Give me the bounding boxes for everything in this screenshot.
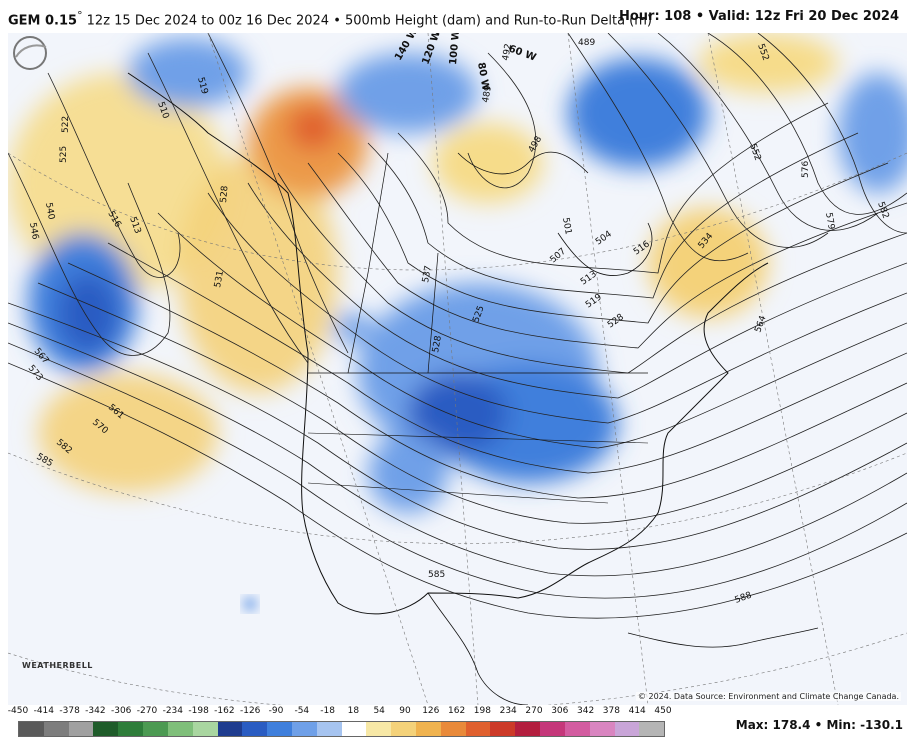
colorbar-cell <box>341 722 367 736</box>
colorbar-cell <box>440 722 466 736</box>
colorbar-tick-label: 198 <box>473 706 491 716</box>
colorbar-cell <box>416 722 441 736</box>
contour-label: 528 <box>431 335 444 354</box>
anomaly-spot <box>243 597 257 611</box>
run-info: 12z 15 Dec 2024 to 00z 16 Dec 2024 • 500… <box>86 13 652 29</box>
weatherbell-logo <box>13 36 47 70</box>
colorbar-cell <box>540 722 565 736</box>
contour-label: 579 <box>823 212 836 231</box>
height-contours <box>8 33 907 619</box>
colorbar-cell <box>192 722 218 736</box>
colorbar-tick-label: 414 <box>628 706 646 716</box>
colorbar-tick-label: 18 <box>347 706 360 716</box>
colorbar-tick-label: 342 <box>577 706 595 716</box>
colorbar-tick-label: -198 <box>188 706 209 716</box>
contour-label: 540 <box>43 202 56 221</box>
colorbar-tick-label: -234 <box>162 706 184 716</box>
graticule <box>8 33 907 705</box>
degree-symbol: ° <box>77 9 83 22</box>
colorbar-tick-label: -126 <box>239 706 261 716</box>
meridian-label: 80 W <box>475 62 491 92</box>
colorbar-cell <box>515 722 541 736</box>
colorbar-cell <box>43 722 69 736</box>
colorbar-tick-label: -414 <box>33 706 55 716</box>
logo-text: WEATHERBELL <box>22 661 93 670</box>
colorbar-cell <box>291 722 317 736</box>
header-bar: GEM 0.15° 12z 15 Dec 2024 to 00z 16 Dec … <box>0 0 913 33</box>
colorbar-cell <box>366 722 392 736</box>
contour-label: 531 <box>213 270 226 289</box>
colorbar-tick-label: 270 <box>525 706 543 716</box>
colorbar-tick-label: 54 <box>373 706 385 716</box>
contour-label: 489 <box>578 38 595 48</box>
copyright-notice: © 2024. Data Source: Environment and Cli… <box>635 692 901 701</box>
meridian-label: 100 W <box>448 33 462 65</box>
colorbar-tick-label: -162 <box>214 706 235 716</box>
colorbar-cell <box>614 722 640 736</box>
colorbar-labels: -450 -414 -378 -342 -306 -270 -234 -198 -162 -126… <box>7 706 672 720</box>
map-canvas: 140 W 120 W 100 W 80 W 60 W 510 519 522 … <box>8 33 907 705</box>
model-name: GEM 0.15 <box>8 13 78 29</box>
contour-label: 522 <box>61 116 71 133</box>
colorbar-cell <box>68 722 94 736</box>
contour-label: 585 <box>428 570 445 580</box>
colorbar-tick-label: -54 <box>294 706 310 716</box>
weather-map: 140 W 120 W 100 W 80 W 60 W 510 519 522 … <box>8 33 907 705</box>
colorbar <box>18 721 665 737</box>
colorbar-tick-label: 306 <box>551 706 569 716</box>
contour-label: 537 <box>421 265 434 284</box>
colorbar-cell <box>143 722 168 736</box>
max-min-stats: Max: 178.4 • Min: -130.1 <box>735 718 903 732</box>
contour-label: 546 <box>27 222 40 241</box>
hour-valid-label: Hour: 108 • Valid: 12z Fri 20 Dec 2024 <box>618 9 899 24</box>
colorbar-tick-label: -378 <box>59 706 80 716</box>
colorbar-tick-label: 234 <box>499 706 517 716</box>
colorbar-cell <box>93 722 119 736</box>
contour-label: 501 <box>560 217 573 236</box>
colorbar-tick-label: 450 <box>654 706 672 716</box>
colorbar-tick-label: -342 <box>85 706 106 716</box>
colorbar-cell <box>316 722 342 736</box>
colorbar-cell <box>639 722 665 736</box>
colorbar-cell <box>490 722 516 736</box>
colorbar-cell <box>465 722 491 736</box>
colorbar-tick-label: -270 <box>136 706 158 716</box>
colorbar-tick-label: 162 <box>448 706 466 716</box>
colorbar-tick-label: 90 <box>399 706 411 716</box>
colorbar-cell <box>167 722 193 736</box>
colorbar-cell <box>19 722 44 736</box>
colorbar-tick-label: -450 <box>7 706 29 716</box>
colorbar-cell <box>589 722 615 736</box>
colorbar-cell <box>118 722 144 736</box>
colorbar-cell <box>564 722 590 736</box>
colorbar-tick-label: -18 <box>320 706 335 716</box>
colorbar-cell <box>242 722 268 736</box>
coastlines <box>127 72 819 705</box>
colorbar-cell <box>267 722 292 736</box>
contour-label: 576 <box>801 161 811 178</box>
colorbar-cell <box>391 722 416 736</box>
colorbar-tick-label: 378 <box>602 706 620 716</box>
contour-label: 528 <box>219 185 230 203</box>
colorbar-tick-label: -90 <box>268 706 284 716</box>
colorbar-tick-label: -306 <box>110 706 132 716</box>
map-title: GEM 0.15° 12z 15 Dec 2024 to 00z 16 Dec … <box>8 9 652 28</box>
contour-label: 525 <box>59 146 69 163</box>
contour-label: 519 <box>195 76 209 95</box>
contour-label: 492 <box>501 43 514 62</box>
colorbar-cell <box>217 722 243 736</box>
colorbar-tick-label: 126 <box>422 706 440 716</box>
contour-label: 489 <box>481 85 494 104</box>
